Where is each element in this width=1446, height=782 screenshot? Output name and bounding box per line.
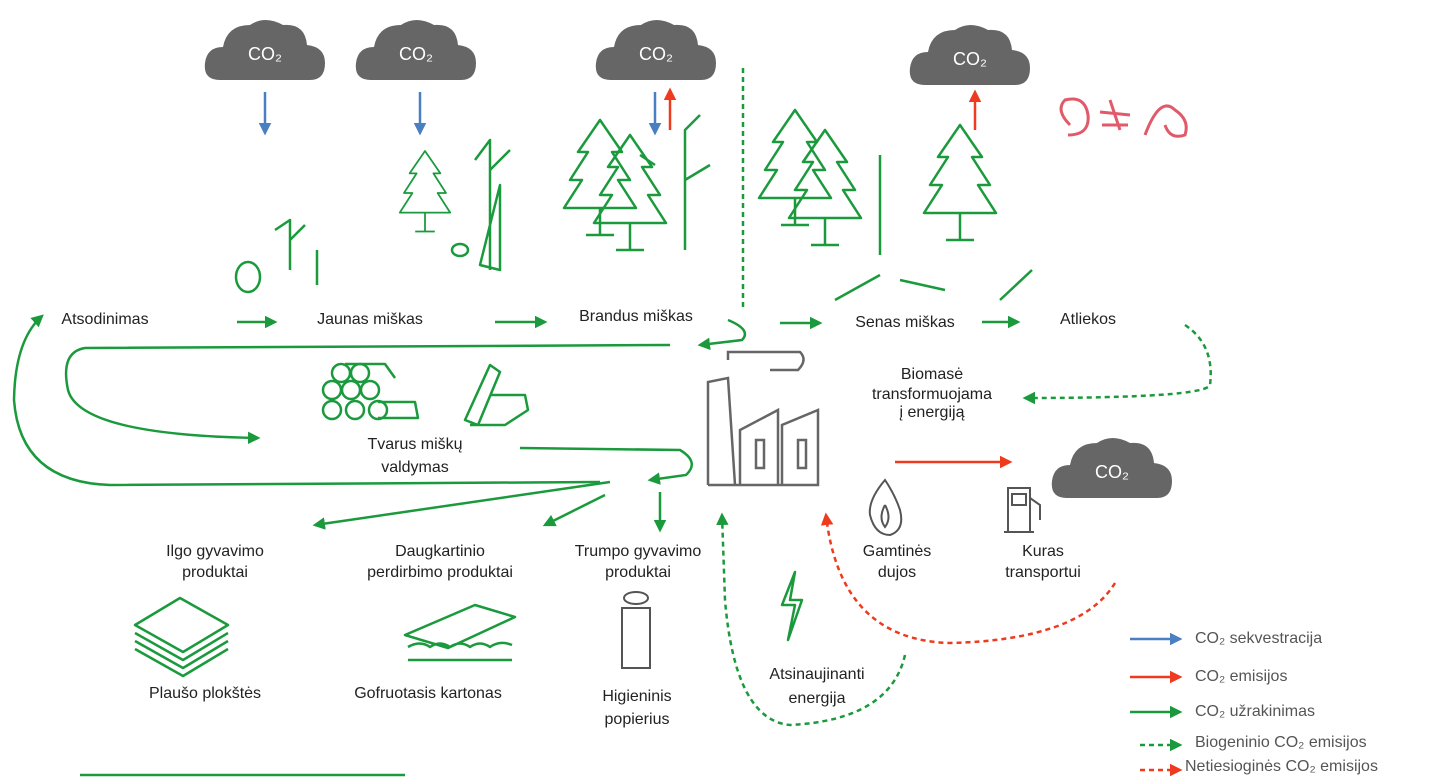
node-label: produktai [605, 564, 671, 581]
node-label: Biomasė [901, 366, 963, 383]
node-label: transformuojama [872, 386, 992, 403]
node-label: popierius [605, 711, 670, 728]
cloud-label: CO₂ [399, 44, 433, 64]
node-label: Atsodinimas [61, 311, 148, 328]
node-label: valdymas [381, 459, 449, 476]
node-label: Tvarus miškų [367, 436, 462, 453]
legend-label: Biogeninio CO₂ emisijos [1195, 734, 1367, 751]
clouds: CO₂ CO₂ CO₂ CO₂ CO₂ [205, 20, 1172, 498]
node-label: transportui [1005, 564, 1081, 581]
node-label: į energiją [900, 404, 965, 421]
node-label: Atliekos [1060, 311, 1116, 328]
node-label: Kuras [1022, 543, 1064, 560]
cloud-label: CO₂ [639, 44, 673, 64]
node-label: produktai [182, 564, 248, 581]
diagram: CO₂ CO₂ CO₂ CO₂ CO₂ Atsodinimas Jaunas m… [0, 0, 1446, 782]
node-label: Daugkartinio [395, 543, 485, 560]
node-label: Senas miškas [855, 314, 955, 331]
node-label: energija [789, 690, 846, 707]
labels: Atsodinimas Jaunas miškas Brandus miškas… [61, 308, 1116, 728]
node-label: Brandus miškas [579, 308, 693, 325]
cloud-label: CO₂ [1095, 462, 1129, 482]
node-label: Atsinaujinanti [769, 666, 864, 683]
node-label: Jaunas miškas [317, 311, 423, 328]
node-label: perdirbimo produktai [367, 564, 513, 581]
cloud-label: CO₂ [953, 49, 987, 69]
node-label: Gamtinės [863, 543, 931, 560]
icons [135, 99, 1186, 676]
node-label: Gofruotasis kartonas [354, 685, 502, 702]
node-label: Higieninis [602, 688, 671, 705]
node-label: Plaušo plokštės [149, 685, 261, 702]
legend-label: Netiesioginės CO₂ emisijos [1185, 758, 1378, 775]
node-label: Trumpo gyvavimo [575, 543, 702, 560]
legend-label: CO₂ užrakinimas [1195, 703, 1315, 720]
node-label: dujos [878, 564, 916, 581]
cloud-label: CO₂ [248, 44, 282, 64]
legend-label: CO₂ emisijos [1195, 668, 1287, 685]
legend-label: CO₂ sekvestracija [1195, 630, 1322, 647]
legend: CO₂ sekvestracija CO₂ emisijos CO₂ užrak… [1130, 630, 1378, 775]
node-label: Ilgo gyvavimo [166, 543, 264, 560]
